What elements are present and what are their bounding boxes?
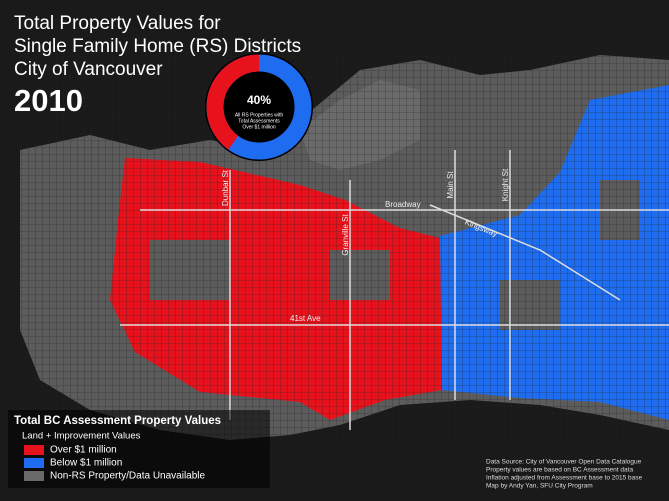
street-label: Main St	[446, 171, 455, 199]
source-line: Map by Andy Yan, SFU City Program	[486, 483, 593, 490]
legend-swatch	[24, 471, 44, 481]
legend-label: Over $1 million	[50, 445, 117, 456]
source: Data Source: City of Vancouver Open Data…	[486, 459, 642, 490]
legend-label: Below $1 million	[50, 458, 122, 469]
donut-caption: Total Assessments	[238, 118, 280, 124]
source-line: Inflation adjusted from Assessment base …	[486, 475, 642, 482]
legend-label: Non-RS Property/Data Unavailable	[50, 471, 206, 482]
legend-bg	[8, 410, 270, 488]
legend-subtitle: Land + Improvement Values	[22, 431, 141, 442]
roads	[120, 150, 669, 430]
year: 2010	[14, 83, 83, 118]
source-line: Data Source: City of Vancouver Open Data…	[486, 459, 642, 466]
legend: Total BC Assessment Property Values Land…	[8, 410, 270, 488]
donut-caption: All RS Properties with	[235, 112, 284, 118]
title-line: Single Family Home (RS) Districts	[14, 36, 301, 57]
donut-caption: Over $1 million	[242, 124, 276, 130]
street-label: Dunbar St	[221, 169, 230, 206]
street-grid	[20, 55, 669, 445]
street-label: 41st Ave	[290, 314, 321, 323]
street-label: Knight St	[501, 168, 510, 201]
donut-value: 40%	[247, 93, 271, 107]
street-label: Broadway	[385, 200, 421, 209]
header: Total Property Values for Single Family …	[14, 13, 301, 118]
title-line: City of Vancouver	[14, 59, 163, 80]
source-line: Property values are based on BC Assessme…	[486, 467, 633, 474]
donut-share	[206, 54, 312, 160]
title-line: Total Property Values for	[14, 13, 221, 34]
street-label: Granville St	[341, 214, 350, 256]
legend-swatch	[24, 445, 44, 455]
legend-swatch	[24, 458, 44, 468]
legend-title: Total BC Assessment Property Values	[14, 415, 221, 427]
donut: 40% All RS Properties with Total Assessm…	[205, 53, 313, 161]
legend-items: Over $1 million Below $1 million Non-RS Pr…	[24, 445, 206, 482]
